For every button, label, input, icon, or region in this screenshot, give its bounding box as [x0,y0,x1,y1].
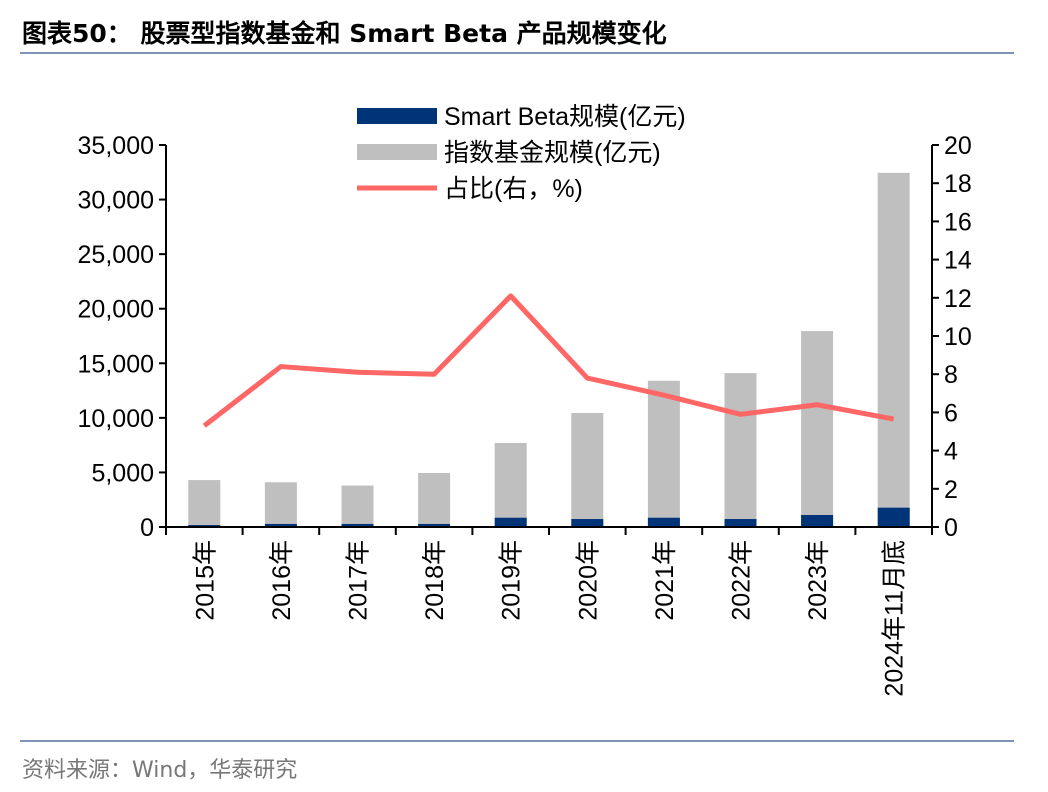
bar-index-fund [571,412,604,527]
bar-smart-beta [494,517,527,527]
title-divider [20,52,1014,54]
left-tick-label: 30,000 [78,187,154,215]
right-tick-label: 10 [944,323,972,351]
x-tick-label: 2019年 [498,540,526,621]
legend-swatch [357,144,437,160]
x-tick-label: 2018年 [421,540,449,621]
x-tick-label: 2015年 [191,540,219,621]
left-tick-label: 5,000 [91,459,154,487]
x-tick-label: 2017年 [345,540,373,621]
bar-smart-beta [341,523,374,527]
bar-index-fund [188,480,221,527]
source-note: 资料来源：Wind，华泰研究 [22,758,298,783]
bar-smart-beta [801,514,834,527]
bar-index-fund [801,331,834,527]
line-ratio [202,293,895,428]
right-tick-label: 0 [944,514,958,542]
chart-title: 图表50： 股票型指数基金和 Smart Beta 产品规模变化 [22,19,667,48]
right-tick-label: 8 [944,361,958,389]
bar-index-fund [494,442,527,527]
bar-index-fund [877,172,910,527]
left-tick-label: 0 [140,514,154,542]
x-tick-label: 2022年 [728,540,756,621]
legend-label: Smart Beta规模(亿元) [444,103,686,131]
right-tick-label: 2 [944,476,958,504]
right-tick-label: 18 [944,170,972,198]
x-tick-label: 2020年 [574,540,602,621]
right-tick-label: 6 [944,399,958,427]
bar-smart-beta [264,523,297,527]
x-tick-label: 2024年11月底 [881,540,909,697]
x-tick-label: 2023年 [804,540,832,621]
bar-index-fund [418,472,451,527]
left-tick-label: 20,000 [78,296,154,324]
x-tick-label: 2016年 [268,540,296,621]
legend-swatch [357,108,437,124]
bar-index-fund [264,482,297,527]
bar-index-fund [724,373,757,527]
source-divider [20,740,1014,742]
right-tick-label: 20 [944,132,972,160]
right-tick-label: 12 [944,285,972,313]
right-tick-label: 16 [944,208,972,236]
bar-index-fund [647,380,680,527]
bar-index-fund [341,485,374,527]
right-tick-label: 4 [944,438,958,466]
left-tick-label: 35,000 [78,132,154,160]
left-tick-label: 10,000 [78,405,154,433]
left-tick-label: 15,000 [78,350,154,378]
left-tick-label: 25,000 [78,241,154,269]
legend-label: 占比(右，%) [444,175,583,203]
x-tick-label: 2021年 [651,540,679,621]
bar-smart-beta [877,507,910,527]
bar-smart-beta [418,523,451,527]
right-tick-label: 14 [944,247,972,275]
bar-smart-beta [724,519,757,527]
legend-label: 指数基金规模(亿元) [444,139,661,167]
bar-smart-beta [647,517,680,527]
bar-smart-beta [571,519,604,527]
